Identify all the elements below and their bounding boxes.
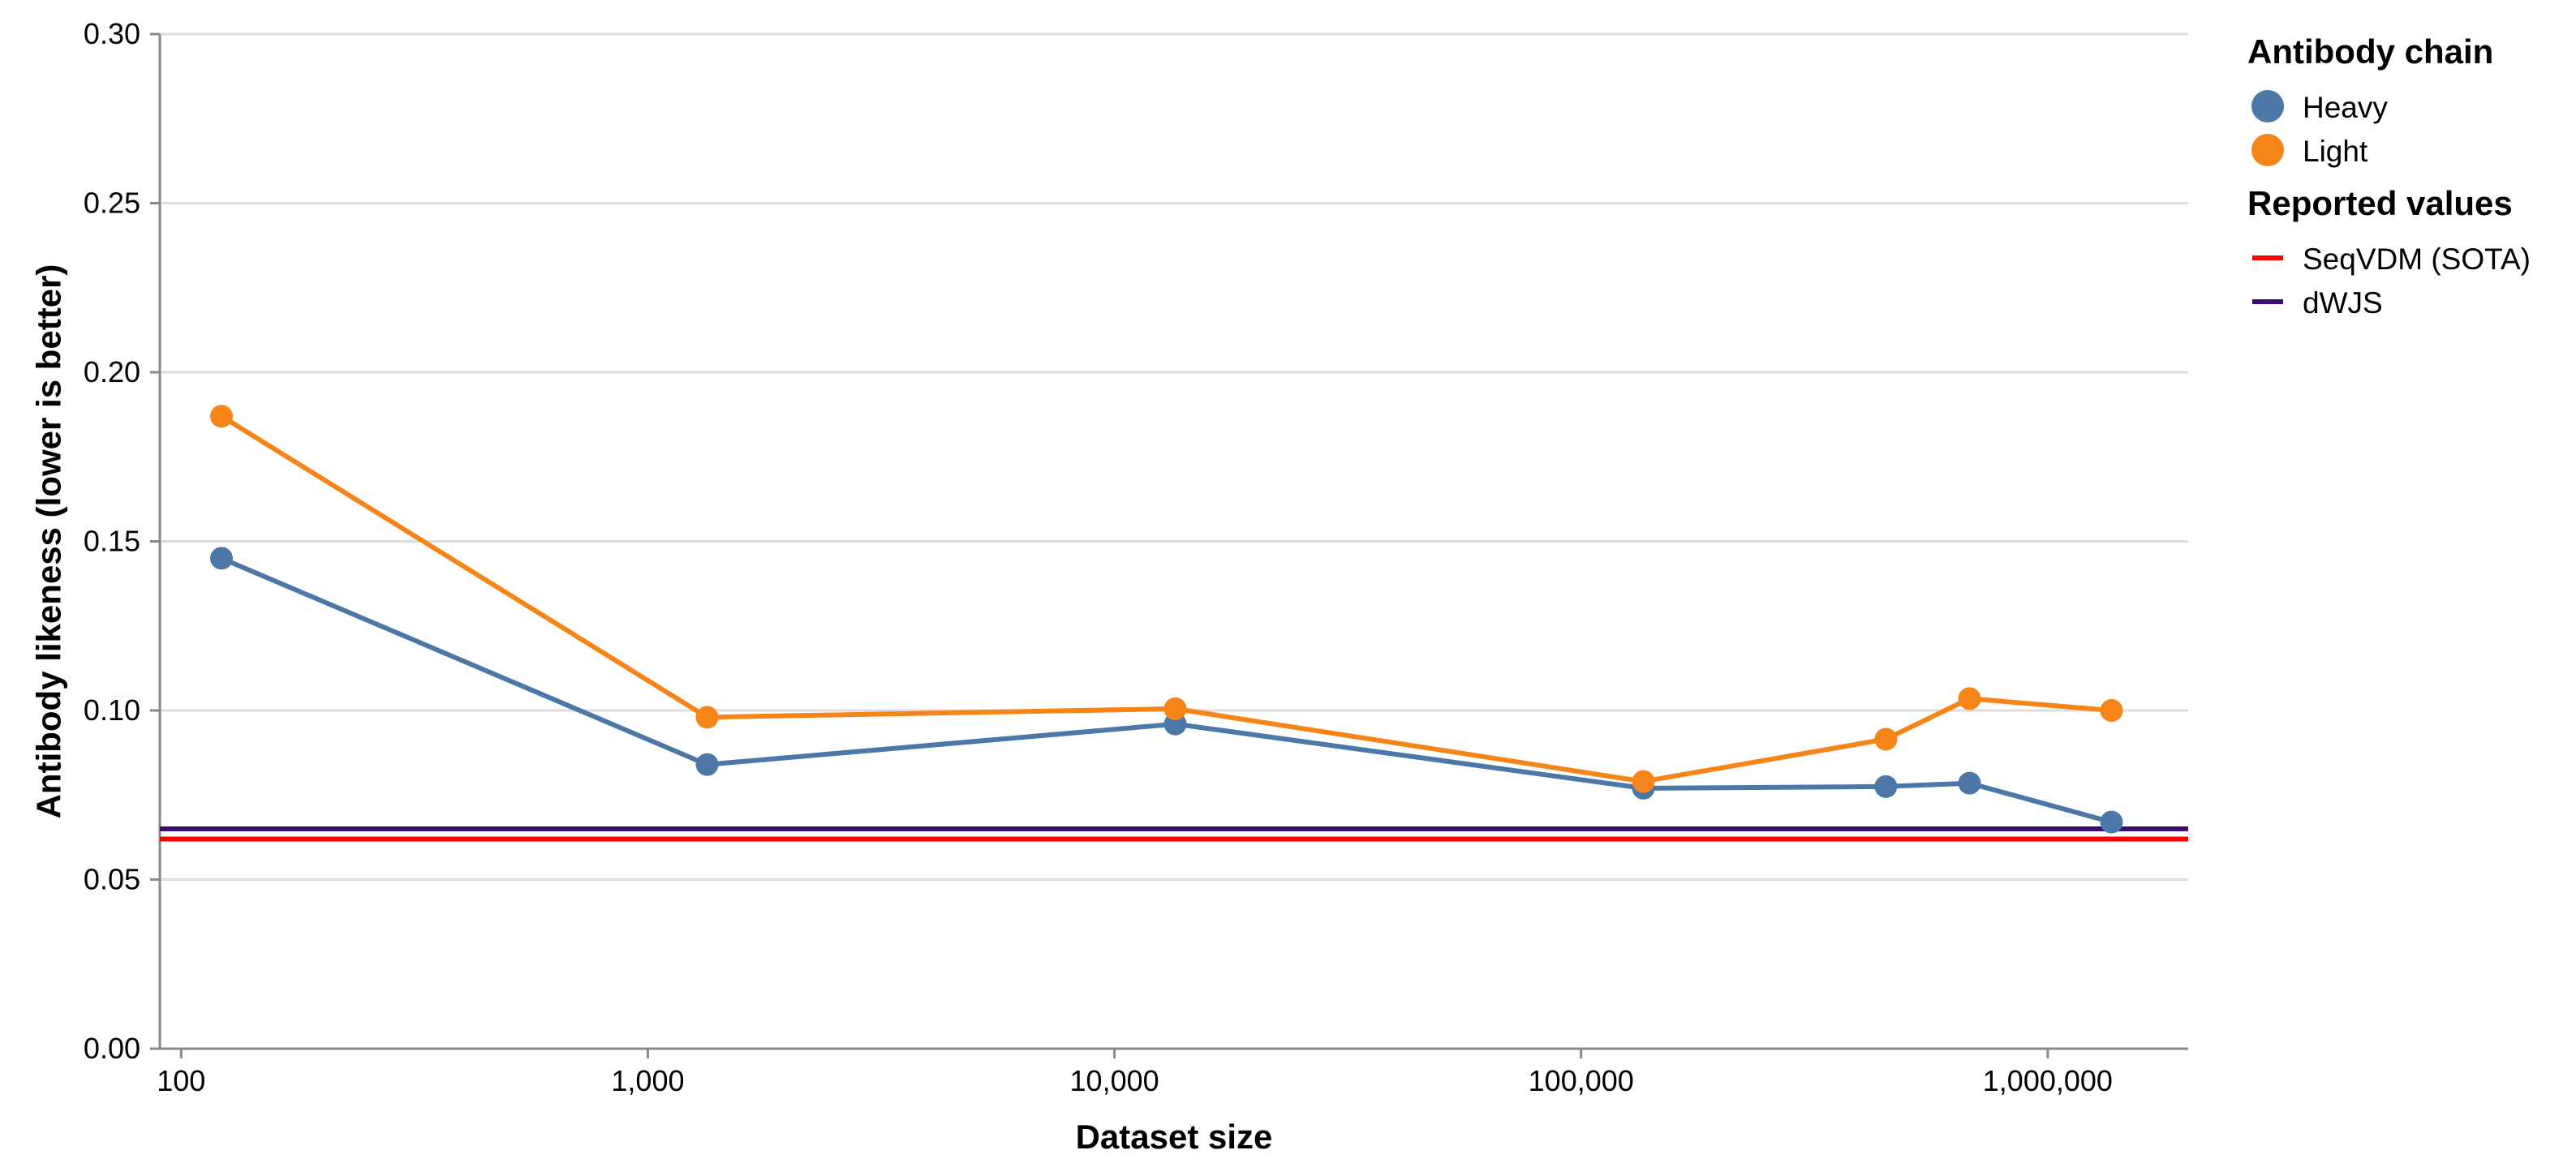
series	[209, 405, 2123, 834]
data-point-heavy	[695, 753, 719, 776]
legend-title: Antibody chain	[2247, 32, 2493, 71]
y-tick-label: 0.00	[84, 1032, 140, 1065]
x-tick-label: 10,000	[1070, 1064, 1159, 1097]
data-point-light	[1874, 727, 1898, 751]
legend-item-label: dWJS	[2303, 286, 2383, 320]
legend-symbol-light	[2251, 134, 2284, 166]
data-point-light	[695, 706, 719, 729]
legend-title: Reported values	[2247, 184, 2513, 222]
y-tick-label: 0.10	[84, 693, 140, 727]
data-point-light	[209, 405, 233, 428]
y-tick-label: 0.20	[84, 355, 140, 388]
data-point-light	[2100, 699, 2123, 722]
y-tick-label: 0.05	[84, 863, 140, 896]
x-tick-label: 100	[157, 1064, 205, 1097]
legend-item-label: Heavy	[2303, 91, 2388, 124]
axes: 0.00 0.05 0.10 0.15 0.20 0.25 0.30 100 1,000 10,0…	[84, 17, 2188, 1097]
series-line-heavy	[220, 556, 2113, 825]
y-axis-title: Antibody likeness (lower is better)	[30, 264, 68, 819]
data-point-heavy	[209, 547, 233, 570]
y-tick-label: 0.30	[84, 17, 140, 50]
data-point-light	[1958, 687, 1981, 710]
data-point-heavy	[1958, 771, 1981, 795]
legend-item-label: SeqVDM (SOTA)	[2303, 242, 2531, 276]
x-tick-label: 1,000,000	[1983, 1064, 2113, 1097]
legend-item-label: Light	[2303, 135, 2368, 168]
data-point-heavy	[2100, 810, 2123, 834]
reference-lines	[160, 826, 2188, 842]
x-tick-label: 1,000	[611, 1064, 684, 1097]
data-point-light	[1163, 697, 1187, 720]
legend: Antibody chain Heavy Light Reported values S…	[2247, 32, 2531, 320]
legend-symbol-heavy	[2251, 90, 2284, 122]
data-point-heavy	[1874, 775, 1898, 798]
y-tick-label: 0.15	[84, 525, 140, 558]
x-axis-title: Dataset size	[1076, 1118, 1273, 1156]
grid	[160, 32, 2188, 1050]
data-point-light	[1632, 770, 1655, 793]
y-tick-label: 0.25	[84, 187, 140, 220]
x-tick-label: 100,000	[1529, 1064, 1634, 1097]
